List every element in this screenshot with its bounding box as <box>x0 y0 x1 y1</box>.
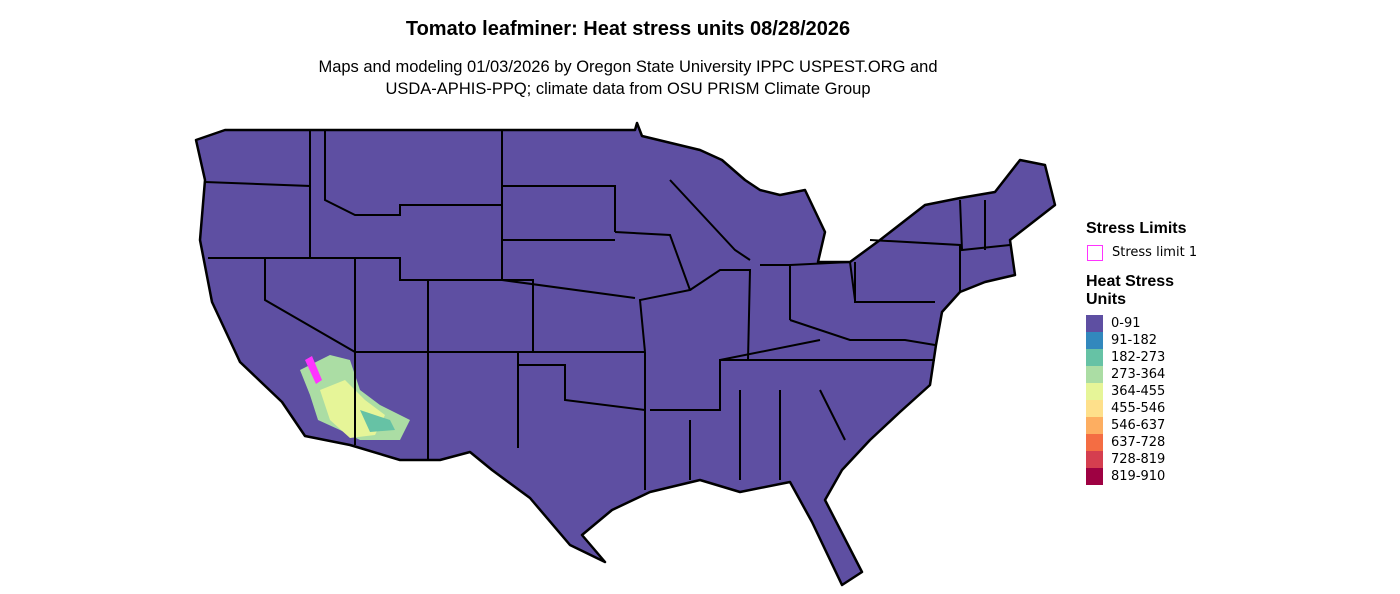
legend-item: 455-546 <box>1086 400 1216 417</box>
legend-item: 182-273 <box>1086 349 1216 366</box>
legend-item: 273-364 <box>1086 366 1216 383</box>
legend-swatch <box>1086 332 1103 349</box>
map-title: Tomato leafminer: Heat stress units 08/2… <box>405 18 851 40</box>
legend-item-stress-limit-1: Stress limit 1 <box>1086 244 1216 261</box>
legend-label: 819-910 <box>1111 469 1166 484</box>
stress-limit-swatch <box>1087 244 1103 261</box>
legend-label: 637-728 <box>1111 435 1166 450</box>
legend-label: 182-273 <box>1111 350 1166 365</box>
legend-swatch <box>1086 417 1103 434</box>
legend-item: 637-728 <box>1086 434 1216 451</box>
legend-item: 546-637 <box>1086 417 1216 434</box>
legend-swatch <box>1086 451 1103 468</box>
heat-stress-units-title: Heat Stress Units <box>1086 273 1175 308</box>
legend-swatch <box>1086 434 1103 451</box>
legend-item: 728-819 <box>1086 451 1216 468</box>
subtitle-line-1: Maps and modeling 01/03/2026 by Oregon S… <box>318 58 938 76</box>
legend-swatch <box>1086 468 1103 485</box>
legend-swatch <box>1086 400 1103 417</box>
legend-label: 91-182 <box>1111 333 1158 348</box>
map-subtitle: Maps and modeling 01/03/2026 by Oregon S… <box>0 56 1256 100</box>
legend-swatch <box>1086 366 1103 383</box>
legend: Stress Limits Stress limit 1 Heat Stress… <box>1086 220 1216 485</box>
legend-label: 273-364 <box>1111 367 1166 382</box>
legend-swatch <box>1086 349 1103 366</box>
legend-label: 0-91 <box>1111 316 1141 331</box>
legend-swatch <box>1086 383 1103 400</box>
subtitle-line-2: USDA-APHIS-PPQ; climate data from OSU PR… <box>385 80 871 98</box>
legend-item: 819-910 <box>1086 468 1216 485</box>
legend-label: 364-455 <box>1111 384 1166 399</box>
legend-label: 455-546 <box>1111 401 1166 416</box>
legend-item: 364-455 <box>1086 383 1216 400</box>
legend-label: Stress limit 1 <box>1112 245 1198 260</box>
legend-item: 0-91 <box>1086 315 1216 332</box>
legend-label: 546-637 <box>1111 418 1166 433</box>
state-borders <box>204 130 1011 490</box>
legend-swatch <box>1086 315 1103 332</box>
stress-limits-title: Stress Limits <box>1086 220 1187 237</box>
legend-label: 728-819 <box>1111 452 1166 467</box>
legend-item: 91-182 <box>1086 332 1216 349</box>
conus-outline <box>194 121 1057 587</box>
